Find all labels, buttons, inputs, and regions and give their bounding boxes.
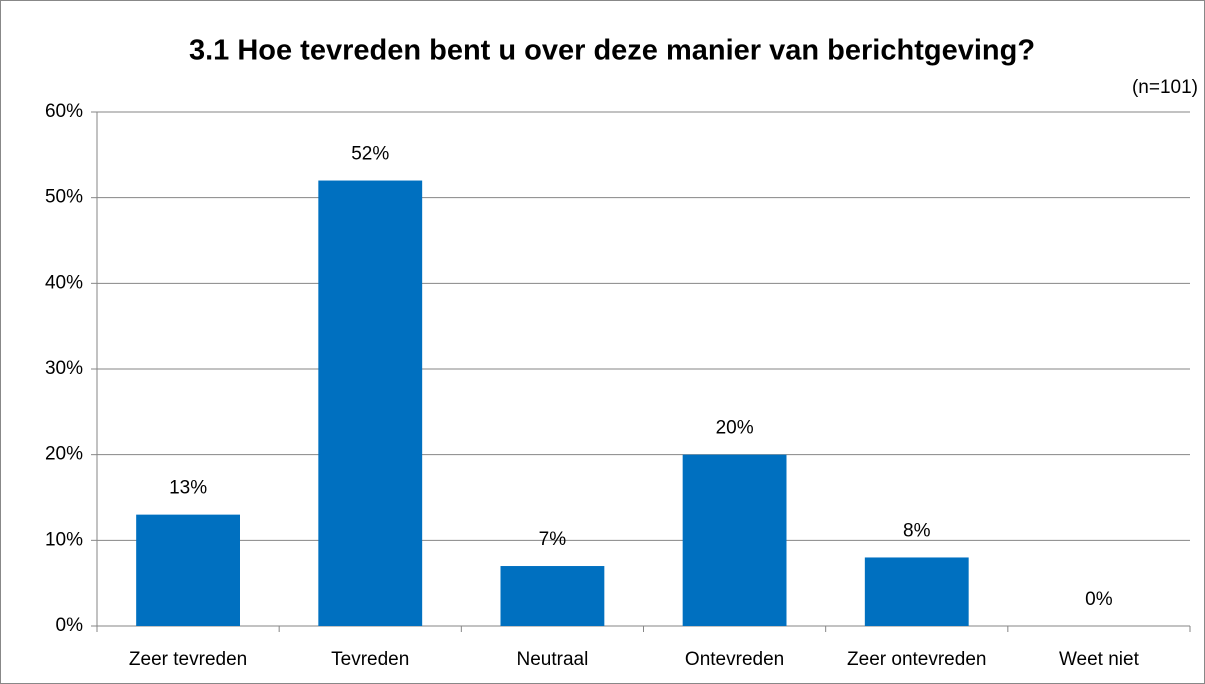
x-tick-label: Zeer ontevreden <box>847 649 986 670</box>
bar <box>318 180 423 627</box>
data-label: 8% <box>903 520 931 541</box>
y-tick-label: 0% <box>56 615 84 636</box>
data-label: 7% <box>539 529 567 550</box>
data-label: 52% <box>351 144 389 165</box>
chart-subtitle: (n=101) <box>1132 77 1198 98</box>
y-tick-label: 10% <box>45 529 83 550</box>
x-tick-label: Ontevreden <box>685 649 784 670</box>
y-tick-label: 60% <box>45 101 83 122</box>
y-tick-label: 50% <box>45 187 83 208</box>
bar <box>136 514 241 626</box>
y-tick-label: 30% <box>45 358 83 379</box>
x-tick-label: Tevreden <box>331 649 409 670</box>
bar <box>864 557 969 626</box>
bar <box>500 566 605 626</box>
x-tick-label: Weet niet <box>1059 649 1140 670</box>
chart-title: 3.1 Hoe tevreden bent u over deze manier… <box>189 35 1035 67</box>
y-tick-label: 40% <box>45 272 83 293</box>
data-label: 20% <box>716 418 754 439</box>
data-label: 13% <box>169 478 207 499</box>
bar <box>682 454 787 626</box>
x-tick-label: Zeer tevreden <box>129 649 247 670</box>
y-tick-label: 20% <box>45 444 83 465</box>
data-label: 0% <box>1085 589 1113 610</box>
x-tick-label: Neutraal <box>517 649 589 670</box>
